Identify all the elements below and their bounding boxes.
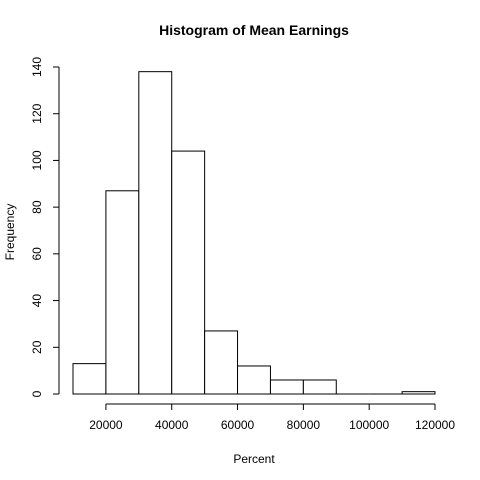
- y-tick-label: 60: [30, 247, 44, 261]
- y-tick-label: 40: [30, 294, 44, 308]
- y-tick-label: 0: [30, 390, 44, 397]
- y-tick-label: 120: [30, 103, 44, 123]
- x-tick-label: 20000: [89, 418, 123, 432]
- y-tick-label: 100: [30, 150, 44, 170]
- y-tick-label: 140: [30, 57, 44, 77]
- histogram-bar: [204, 330, 239, 395]
- histogram-bar: [105, 190, 140, 395]
- histogram-bar: [237, 365, 271, 395]
- histogram-bar: [269, 379, 304, 395]
- x-tick-label: 40000: [155, 418, 189, 432]
- y-axis-label: Frequency: [3, 204, 17, 261]
- histogram-bar: [401, 391, 436, 395]
- x-axis-label: Percent: [233, 452, 275, 466]
- x-tick-label: 80000: [287, 418, 321, 432]
- histogram-bar: [138, 71, 173, 395]
- x-axis: 20000 40000 60000 80000 100000 120000: [89, 403, 455, 432]
- x-tick-label: 100000: [349, 418, 389, 432]
- y-tick-label: 20: [30, 340, 44, 354]
- histogram-bar: [72, 363, 107, 395]
- chart-title: Histogram of Mean Earnings: [159, 22, 349, 38]
- x-tick-label: 120000: [415, 418, 455, 432]
- histogram-bar: [171, 150, 206, 395]
- y-tick-label: 80: [30, 200, 44, 214]
- x-tick-label: 60000: [221, 418, 255, 432]
- histogram-bar: [302, 379, 337, 395]
- bars-group: [72, 71, 436, 395]
- y-axis: 0 20 40 60 80 100 120 140: [30, 57, 60, 397]
